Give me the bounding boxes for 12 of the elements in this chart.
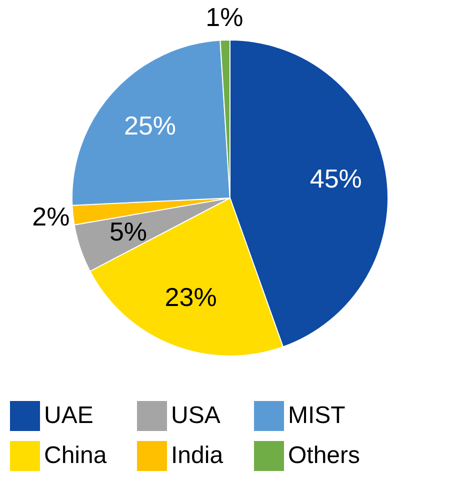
legend-label: USA <box>171 402 220 429</box>
data-label: 45% <box>310 164 362 194</box>
legend-label: MIST <box>288 402 346 429</box>
data-label: 5% <box>109 216 148 246</box>
data-label: 2% <box>32 202 70 232</box>
legend-label: UAE <box>44 402 94 429</box>
data-label: 1% <box>206 2 244 32</box>
legend-label: India <box>171 442 224 469</box>
legend-label: China <box>44 442 108 469</box>
legend-label: Others <box>288 442 360 469</box>
data-label: 25% <box>124 110 176 140</box>
data-label: 23% <box>164 282 217 312</box>
